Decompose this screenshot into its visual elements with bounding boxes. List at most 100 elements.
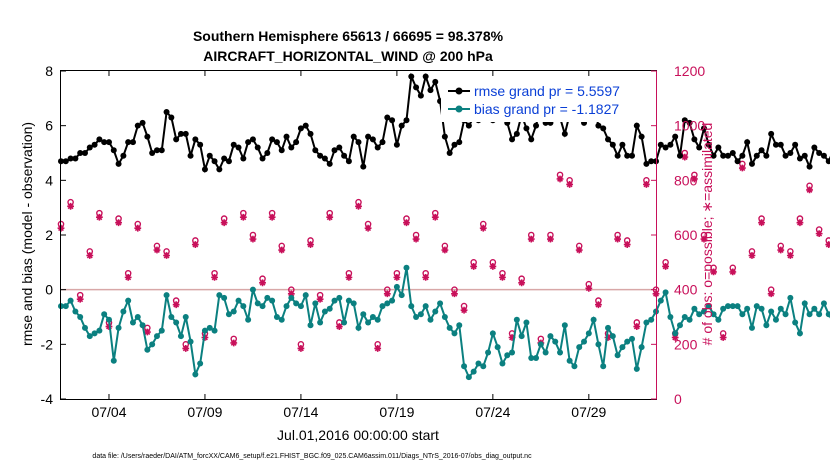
rmse-point: [657, 141, 664, 148]
y-right-tick-label: 600: [674, 227, 698, 243]
bias-point: [211, 327, 218, 334]
rmse-point: [259, 155, 266, 162]
rmse-point: [350, 133, 357, 140]
obs-assimilated-marker: [393, 273, 401, 281]
bias-point: [177, 333, 184, 340]
rmse-point: [696, 144, 703, 151]
bias-point: [110, 357, 117, 364]
bias-point: [748, 324, 755, 331]
rmse-point: [139, 119, 146, 126]
bias-point: [221, 294, 228, 301]
bias-point: [633, 365, 640, 372]
bias-point: [341, 319, 348, 326]
rmse-point: [360, 163, 367, 170]
bias-point: [657, 297, 664, 304]
obs-assimilated-marker: [451, 290, 458, 298]
rmse-point: [648, 158, 655, 165]
y-right-tick-label: 800: [674, 172, 698, 188]
rmse-point: [235, 144, 242, 151]
legend-rmse-marker: [455, 87, 463, 95]
rmse-point: [748, 160, 755, 167]
rmse-point: [216, 166, 223, 173]
obs-assimilated-marker: [383, 290, 391, 298]
rmse-point: [705, 141, 712, 148]
legend-bias-label: bias grand pr = -1.1827: [474, 101, 619, 117]
bias-point: [101, 311, 108, 318]
rmse-point: [389, 117, 396, 124]
bias-point: [432, 308, 439, 315]
bias-point: [801, 300, 808, 307]
rmse-point: [96, 136, 103, 143]
rmse-point: [230, 141, 237, 148]
bias-point: [475, 360, 482, 367]
obs-assimilated-marker: [124, 273, 132, 281]
bias-point: [700, 308, 707, 315]
bias-point: [811, 305, 818, 312]
x-tick-label: 07/09: [187, 404, 222, 420]
bias-point: [686, 316, 693, 323]
bias-point: [509, 349, 516, 356]
rmse-point: [600, 125, 607, 132]
rmse-point: [62, 158, 69, 165]
rmse-point: [715, 144, 722, 151]
rmse-point: [245, 139, 252, 146]
rmse-point: [369, 136, 376, 143]
bias-point: [389, 297, 396, 304]
rmse-point: [110, 147, 117, 154]
obs-assimilated-marker: [556, 175, 564, 183]
obs-assimilated-marker: [86, 252, 94, 259]
obs-assimilated-marker: [220, 219, 228, 227]
bias-point: [528, 355, 535, 361]
bias-point: [153, 333, 160, 340]
bias-point: [739, 311, 746, 318]
bias-point: [254, 300, 261, 307]
rmse-point: [307, 130, 314, 137]
rmse-point: [168, 114, 175, 121]
rmse-point: [288, 144, 295, 151]
rmse-point: [792, 141, 799, 148]
y-right-tick-label: 200: [674, 336, 698, 352]
legend: rmse grand pr = 5.5597 bias grand pr = -…: [441, 80, 641, 122]
rmse-point: [101, 139, 108, 146]
rmse-point: [768, 130, 775, 137]
rmse-point: [724, 152, 731, 159]
obs-assimilated-marker: [249, 235, 257, 243]
bias-point: [806, 311, 813, 318]
rmse-point: [801, 152, 808, 159]
rmse-point: [619, 141, 626, 148]
rmse-point: [384, 114, 391, 121]
rmse-point: [187, 152, 194, 159]
rmse-point: [393, 141, 400, 148]
bias-point: [494, 344, 501, 351]
obs-assimilated-marker: [566, 181, 574, 188]
rmse-point: [772, 141, 779, 148]
obs-assimilated-marker: [758, 219, 765, 227]
rmse-point: [777, 141, 784, 148]
rmse-point: [643, 160, 650, 167]
y-right-tick-label: 0: [674, 391, 682, 407]
obs-assimilated-marker: [345, 273, 353, 281]
rmse-point: [240, 155, 247, 162]
bias-point: [724, 303, 731, 310]
bias-point: [566, 357, 573, 364]
rmse-point: [417, 92, 424, 99]
obs-assimilated-marker: [172, 301, 180, 309]
bias-point: [86, 333, 93, 340]
bias-point: [62, 303, 69, 310]
rmse-point: [125, 139, 132, 146]
rmse-point: [192, 136, 199, 143]
bias-point: [312, 300, 319, 307]
rmse-point: [451, 141, 458, 148]
obs-assimilated-marker: [335, 323, 343, 330]
bias-point: [465, 374, 472, 381]
x-axis-label: Jul.01,2016 00:00:00 start: [277, 427, 439, 443]
y-tick-label: -2: [41, 336, 54, 352]
bias-point: [537, 341, 544, 348]
obs-assimilated-marker: [623, 241, 631, 248]
obs-assimilated-marker: [767, 290, 775, 298]
bias-point: [715, 316, 722, 323]
rmse-point: [163, 109, 170, 115]
obs-assimilated-marker: [738, 164, 746, 172]
rmse-point: [720, 152, 727, 159]
